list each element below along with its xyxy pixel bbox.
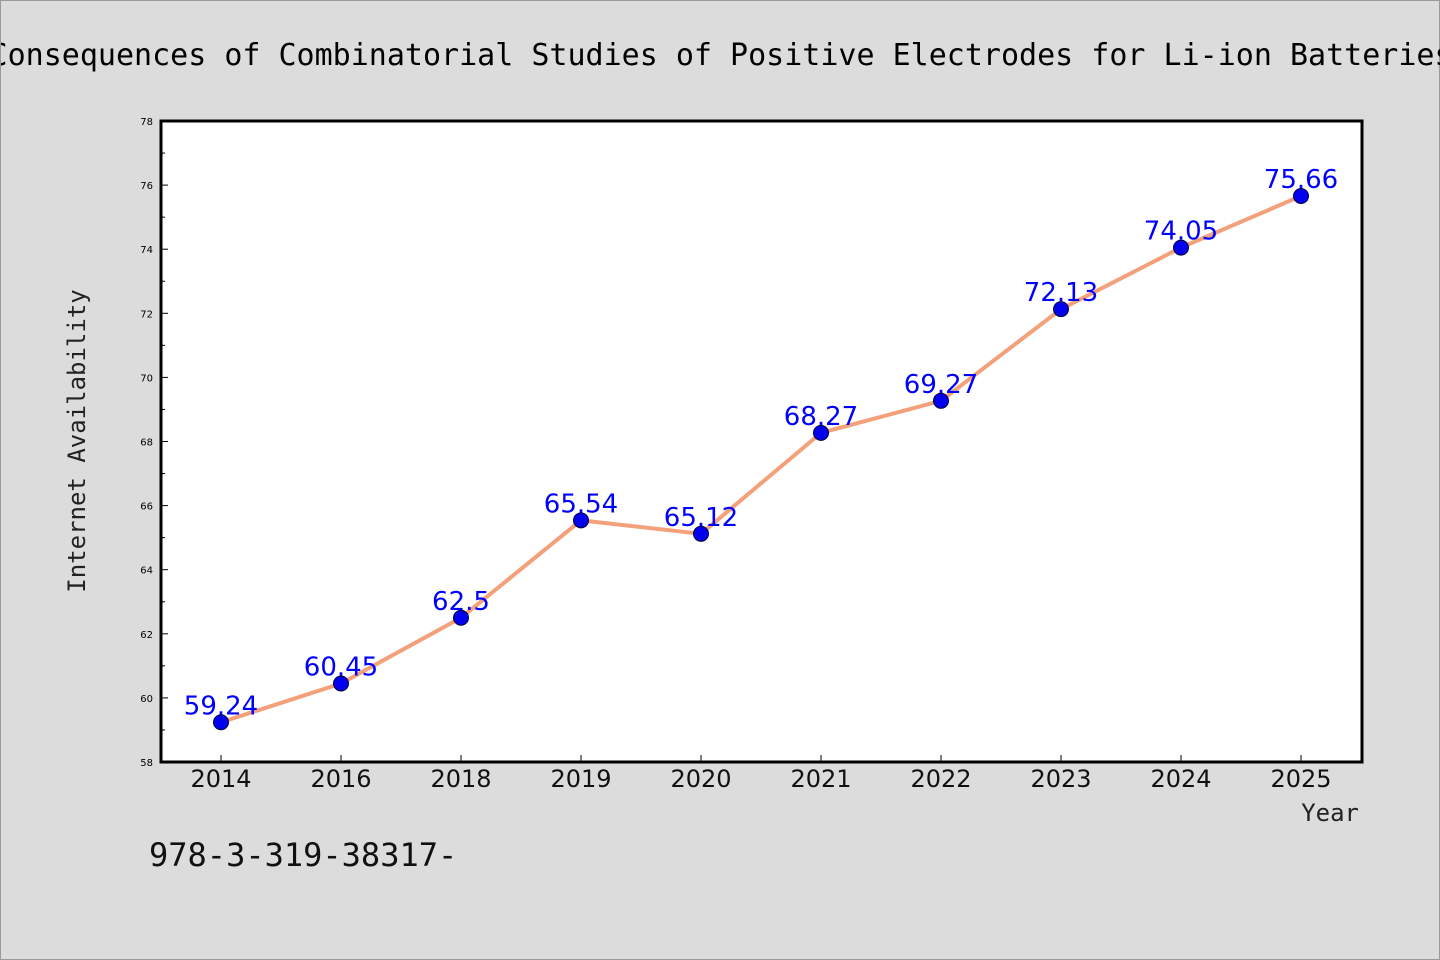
data-label: 65.54 xyxy=(544,489,618,519)
x-tick-label: 2016 xyxy=(310,765,371,793)
data-label: 74.05 xyxy=(1144,217,1218,247)
data-point xyxy=(213,714,229,731)
chart-title: Consequences of Combinatorial Studies of… xyxy=(1,38,1440,73)
data-label: 59.24 xyxy=(184,691,258,721)
y-tick-label: 72 xyxy=(140,309,153,320)
data-label: 72.13 xyxy=(1024,278,1098,308)
data-point xyxy=(1293,187,1309,204)
x-tick-label: 2022 xyxy=(910,765,971,793)
data-point xyxy=(1053,301,1069,318)
data-label: 69.27 xyxy=(904,370,978,400)
data-point xyxy=(453,609,469,626)
series-layer: 59.24 60.45 62.5 65.54 65.12 68.27 69.27 72.13 7… xyxy=(184,165,1338,731)
data-label: 62.5 xyxy=(432,587,490,617)
y-axis-label: Internet Availability xyxy=(63,289,91,592)
x-tick-label: 2014 xyxy=(190,765,251,793)
y-tick-label: 64 xyxy=(140,566,153,577)
data-point xyxy=(1173,239,1189,256)
y-tick-label: 66 xyxy=(140,502,153,513)
y-tick-label: 62 xyxy=(140,630,153,641)
x-axis-label: Year xyxy=(1301,799,1359,827)
data-label: 68.27 xyxy=(784,402,858,432)
y-tick-label: 68 xyxy=(140,438,153,449)
series-line xyxy=(219,193,1303,725)
plot-area xyxy=(159,119,1364,764)
x-tick-label: 2021 xyxy=(790,765,851,793)
y-tick-label: 78 xyxy=(140,117,153,128)
x-tick-label: 2019 xyxy=(550,765,611,793)
x-axis-ticks: 2014 2016 2018 2019 2020 2021 2022 2023 2024 2025 xyxy=(190,755,1332,793)
y-tick-label: 74 xyxy=(140,245,153,256)
x-tick-label: 2020 xyxy=(670,765,731,793)
x-tick-label: 2018 xyxy=(430,765,491,793)
data-point xyxy=(693,525,709,542)
data-label: 75.66 xyxy=(1264,165,1338,195)
x-tick-label: 2023 xyxy=(1030,765,1091,793)
data-point xyxy=(813,424,829,441)
footnote-code: 978-3-319-38317- xyxy=(149,836,457,874)
data-label: 60.45 xyxy=(304,652,378,682)
y-tick-label: 76 xyxy=(140,181,153,192)
x-tick-label: 2025 xyxy=(1270,765,1331,793)
y-axis-ticks: 58 60 62 64 66 68 70 72 74 76 78 xyxy=(140,117,168,769)
data-label: 65.12 xyxy=(664,503,738,533)
y-tick-label: 58 xyxy=(140,758,153,769)
y-tick-label: 60 xyxy=(140,694,153,705)
x-tick-label: 2024 xyxy=(1150,765,1211,793)
data-point xyxy=(933,392,949,409)
data-point xyxy=(573,512,589,529)
data-point xyxy=(333,675,349,692)
y-tick-label: 70 xyxy=(140,373,153,384)
